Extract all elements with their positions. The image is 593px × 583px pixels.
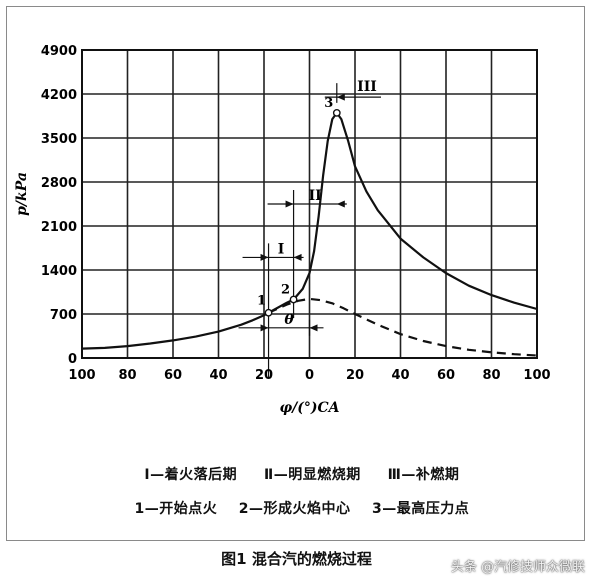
legend-line-2: 1—开始点火 2—形成火焰中心 3—最高压力点 bbox=[0, 482, 593, 518]
y-tick-label: 0 bbox=[68, 352, 77, 367]
x-tick-label: 60 bbox=[164, 368, 182, 383]
series-line-solid bbox=[81, 111, 538, 350]
key-point-2: 2 bbox=[281, 283, 298, 304]
legend-point-1: 1—开始点火 bbox=[134, 501, 218, 517]
phase-label: II bbox=[309, 188, 322, 204]
arrow-head bbox=[260, 253, 269, 261]
arrow-head bbox=[309, 324, 318, 332]
key-point-label: 2 bbox=[281, 283, 290, 298]
legend-phase-1: Ⅰ—着火落后期 bbox=[144, 467, 238, 483]
phase-marker-III: III bbox=[324, 79, 381, 103]
plot-border bbox=[81, 49, 538, 359]
x-tick-label: 60 bbox=[437, 368, 455, 383]
y-tick-label: 3500 bbox=[41, 132, 77, 147]
key-point-label: 3 bbox=[324, 96, 333, 111]
x-tick-label: 20 bbox=[346, 368, 364, 383]
y-tick-label: 1400 bbox=[41, 264, 77, 279]
key-point-marker bbox=[289, 295, 298, 304]
x-axis-label: φ/(°)CA bbox=[279, 400, 339, 416]
x-tick-label: 100 bbox=[68, 368, 95, 383]
y-tick-label: 2800 bbox=[41, 176, 77, 191]
arrow-head bbox=[260, 324, 269, 332]
key-point-marker bbox=[332, 108, 341, 117]
x-tick-label: 20 bbox=[255, 368, 273, 383]
legend-phase-2: Ⅱ—明显燃烧期 bbox=[264, 467, 361, 483]
arrow-head bbox=[336, 93, 345, 101]
phase-label: III bbox=[357, 79, 377, 95]
legend-point-2: 2—形成火焰中心 bbox=[238, 501, 351, 517]
y-axis-label: p/kPa bbox=[14, 172, 30, 216]
series-line-dashed bbox=[268, 297, 538, 357]
arrow-head bbox=[285, 200, 294, 208]
y-tick-label: 4900 bbox=[41, 44, 77, 59]
y-tick-label: 700 bbox=[50, 308, 77, 323]
key-point-1: 1 bbox=[257, 294, 273, 317]
figure-frame bbox=[6, 6, 585, 541]
key-point-3: 3 bbox=[324, 96, 341, 117]
x-tick-label: 80 bbox=[482, 368, 500, 383]
y-tick-label: 4200 bbox=[41, 88, 77, 103]
x-tick-label: 100 bbox=[523, 368, 550, 383]
legend-point-3: 3—最高压力点 bbox=[372, 501, 470, 517]
legend-line-1: Ⅰ—着火落后期 Ⅱ—明显燃烧期 Ⅲ—补燃期 bbox=[0, 448, 593, 484]
x-tick-label: 40 bbox=[209, 368, 227, 383]
legend-phase-3: Ⅲ—补燃期 bbox=[387, 467, 460, 483]
y-tick-label: 2100 bbox=[41, 220, 77, 235]
phase-label: I bbox=[278, 241, 285, 257]
x-tick-label: 40 bbox=[391, 368, 409, 383]
chart-marks bbox=[81, 111, 538, 357]
theta-label: θ bbox=[284, 312, 294, 328]
key-point-label: 1 bbox=[257, 294, 266, 309]
arrow-head bbox=[336, 200, 345, 208]
key-point-marker bbox=[264, 308, 273, 317]
chart-axes: 100 80 60 40 20 0 20 40 60 80 10007001400210028003… bbox=[14, 44, 551, 416]
watermark: 头条 @汽修技师众微联 bbox=[450, 560, 585, 575]
theta-marker: θ bbox=[238, 312, 324, 336]
x-tick-label: 0 bbox=[305, 368, 314, 383]
x-tick-label: 80 bbox=[118, 368, 136, 383]
arrow-head bbox=[293, 253, 302, 261]
figure-caption: 图1 混合汽的燃烧过程 bbox=[221, 550, 372, 568]
